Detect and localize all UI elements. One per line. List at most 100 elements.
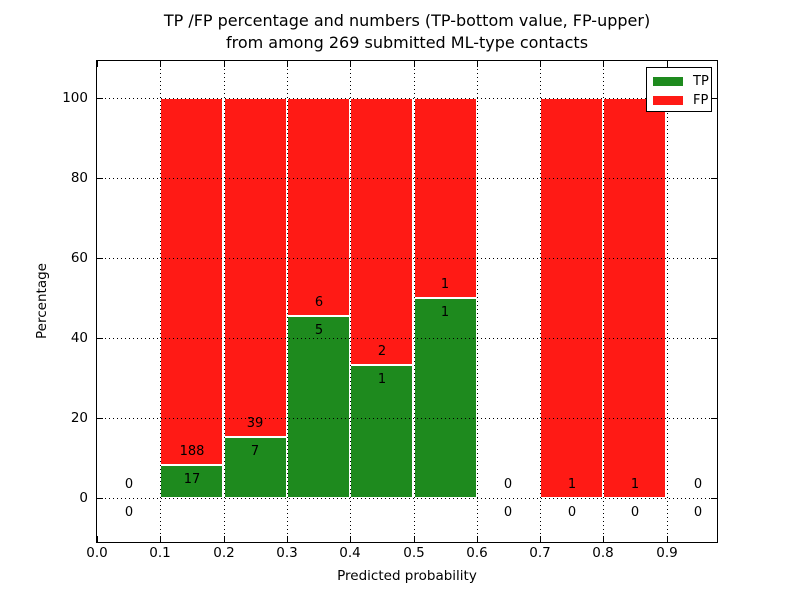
x-tick-bottom [287, 536, 288, 542]
x-tick-bottom [540, 536, 541, 542]
bar-segment-fp [160, 98, 223, 465]
y-tick-label: 20 [70, 410, 88, 426]
bar-count-fp: 188 [179, 444, 205, 459]
x-tick-bottom [224, 536, 225, 542]
bar-count-fp: 2 [377, 344, 387, 359]
x-tick-top [667, 61, 668, 67]
bar-count-tp: 0 [567, 505, 577, 520]
bar-count-tp: 0 [503, 505, 513, 520]
bar-count-fp: 1 [567, 477, 577, 492]
y-gridline [97, 498, 717, 499]
x-tick-label: 0.1 [149, 545, 171, 561]
x-tick-top [414, 61, 415, 67]
x-tick-bottom [477, 536, 478, 542]
bar-segment-tp [414, 298, 477, 498]
y-tick-label: 80 [70, 170, 88, 186]
bar-segment-fp [350, 98, 413, 365]
x-tick-top [97, 61, 98, 67]
chart-title-line1: TP /FP percentage and numbers (TP-bottom… [163, 11, 651, 30]
legend-entry-fp: FP [647, 91, 711, 110]
bar-count-tp: 0 [124, 505, 134, 520]
x-tick-top [224, 61, 225, 67]
bar-count-fp: 6 [314, 295, 324, 310]
bar-segment-fp [224, 98, 287, 437]
x-gridline [540, 61, 541, 542]
x-tick-bottom [97, 536, 98, 542]
bar-segment-fp [287, 98, 350, 316]
bar-count-tp: 5 [314, 323, 324, 338]
bar-segment-fp [540, 98, 603, 498]
x-tick-bottom [350, 536, 351, 542]
x-gridline [414, 61, 415, 542]
legend-label-tp: TP [693, 74, 709, 89]
x-tick-top [287, 61, 288, 67]
x-tick-label: 0.5 [403, 545, 425, 561]
x-axis-label: Predicted probability [337, 568, 477, 584]
legend-entry-tp: TP [647, 72, 711, 91]
bar-count-tp: 7 [250, 444, 260, 459]
x-tick-bottom [414, 536, 415, 542]
y-tick-label: 100 [62, 90, 88, 106]
bar-count-fp: 0 [124, 477, 134, 492]
x-tick-top [477, 61, 478, 67]
x-tick-top [603, 61, 604, 67]
y-tick-right [711, 418, 717, 419]
x-gridline [224, 61, 225, 542]
y-tick-right [711, 498, 717, 499]
y-tick-left [97, 498, 103, 499]
bar-count-tp: 1 [377, 372, 387, 387]
y-tick-right [711, 98, 717, 99]
x-gridline [477, 61, 478, 542]
y-axis-label: Percentage [34, 263, 50, 339]
bar-segment-fp [414, 98, 477, 298]
y-tick-left [97, 98, 103, 99]
y-tick-label: 0 [79, 490, 88, 506]
x-tick-top [350, 61, 351, 67]
y-gridline [97, 178, 717, 179]
bar-count-fp: 0 [503, 477, 513, 492]
bar-count-tp: 0 [693, 505, 703, 520]
bar-segment-tp [224, 437, 287, 498]
x-tick-label: 0.8 [592, 545, 614, 561]
plot-area: 0 0 188 17 39 7 6 5 2 1 1 1 0 0 1 0 1 0 0 0 [96, 60, 718, 543]
chart-title-line2: from among 269 submitted ML-type contact… [225, 33, 589, 52]
x-tick-label: 0.2 [213, 545, 235, 561]
x-tick-top [540, 61, 541, 67]
y-gridline [97, 338, 717, 339]
y-tick-left [97, 178, 103, 179]
x-tick-label: 0.3 [276, 545, 298, 561]
bar-count-fp: 39 [246, 416, 264, 431]
y-gridline [97, 258, 717, 259]
y-tick-left [97, 418, 103, 419]
y-gridline [97, 98, 717, 99]
y-tick-right [711, 258, 717, 259]
x-tick-label: 0.4 [339, 545, 361, 561]
bar-segment-tp [160, 465, 223, 498]
y-tick-left [97, 338, 103, 339]
x-gridline [350, 61, 351, 542]
y-tick-left [97, 258, 103, 259]
x-gridline [603, 61, 604, 542]
x-tick-label: 0.6 [466, 545, 488, 561]
x-tick-bottom [667, 536, 668, 542]
bar-count-tp: 1 [440, 305, 450, 320]
bar-count-fp: 1 [440, 277, 450, 292]
x-tick-bottom [603, 536, 604, 542]
legend: TP FP [646, 67, 712, 112]
x-gridline [160, 61, 161, 542]
y-tick-right [711, 338, 717, 339]
chart-title: TP /FP percentage and numbers (TP-bottom… [96, 10, 718, 54]
bar-count-tp: 0 [630, 505, 640, 520]
x-gridline [287, 61, 288, 542]
legend-swatch-tp-icon [653, 77, 683, 86]
y-tick-label: 60 [70, 250, 88, 266]
bar-count-tp: 17 [183, 472, 201, 487]
x-tick-label: 0.0 [86, 545, 108, 561]
bar-segment-fp [603, 98, 666, 498]
x-tick-label: 0.7 [529, 545, 551, 561]
x-tick-top [160, 61, 161, 67]
legend-swatch-fp-icon [653, 96, 683, 105]
x-tick-label: 0.9 [656, 545, 678, 561]
y-gridline [97, 418, 717, 419]
